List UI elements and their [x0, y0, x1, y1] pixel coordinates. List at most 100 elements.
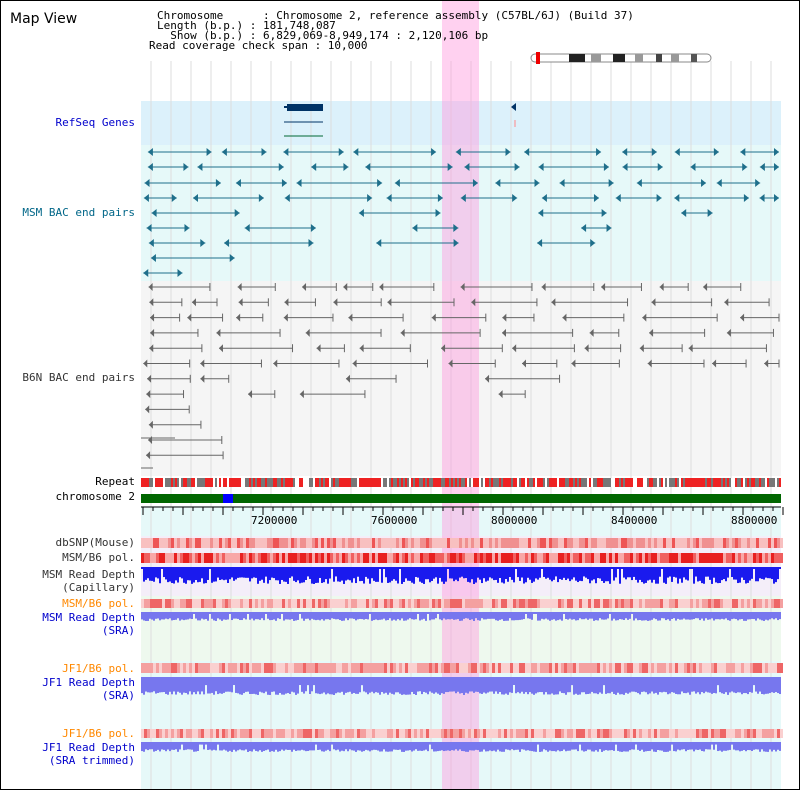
msm-cap-depth-bar	[775, 567, 777, 583]
msm-cap-depth-bar	[679, 567, 681, 579]
dbsnp-density	[729, 538, 732, 548]
jf1-b6-pol-density	[378, 663, 381, 673]
msm-cap-depth-bar	[493, 567, 495, 581]
msm-sra-depth-bar	[203, 612, 205, 620]
dbsnp-density	[237, 538, 240, 548]
b6n-bac-end	[145, 405, 150, 414]
msm-cap-depth-bar	[503, 567, 505, 584]
msm-sra-depth-bar	[225, 612, 227, 620]
jf1-b6-pol-density	[447, 663, 450, 673]
msm-cap-depth-bar	[225, 567, 227, 580]
jf1-sra-depth-bar	[211, 677, 213, 693]
repeat-segment	[263, 478, 265, 487]
msm-cap-depth-bar	[309, 567, 311, 579]
jf1-b6-pol-trim-density	[636, 729, 639, 738]
jf1-trim-depth-bar	[247, 742, 249, 752]
jf1-sra-depth-bar	[193, 677, 195, 693]
msm-b6-pol-sra-density	[441, 599, 444, 608]
msm-sra-depth-bar	[367, 612, 369, 620]
msm-b6-pol-density	[171, 553, 174, 563]
dbsnp-density	[711, 538, 714, 548]
jf1-trim-depth-bar	[503, 742, 505, 752]
repeat-segment	[673, 478, 675, 487]
repeat-segment	[603, 478, 605, 487]
jf1-trim-depth-bar	[163, 742, 165, 750]
jf1-sra-depth-bar	[721, 677, 723, 694]
msm-depth-sra-label-1: MSM Read Depth	[42, 611, 135, 624]
msm-b6-pol-density	[564, 553, 567, 563]
msm-b6-pol-sra-density	[420, 599, 423, 608]
repeat-segment	[741, 478, 743, 487]
repeat-segment	[317, 478, 319, 487]
msm-sra-depth-bar	[327, 612, 329, 620]
jf1-sra-depth-bar	[549, 677, 551, 695]
jf1-b6-pol-trim-density	[321, 729, 324, 738]
jf1-sra-depth-bar	[449, 677, 451, 692]
jf1-sra-depth-bar	[735, 677, 737, 694]
jf1-trim-depth-bar	[705, 742, 707, 750]
msm-b6-pol-density	[780, 553, 783, 563]
jf1-b6-pol-density	[474, 663, 477, 673]
dbsnp-density	[768, 538, 771, 548]
jf1-trim-depth-bar	[611, 742, 613, 751]
msm-b6-pol-sra-density	[342, 599, 345, 608]
dbsnp-density	[312, 538, 315, 548]
dbsnp-density	[258, 538, 261, 548]
msm-sra-depth-bar	[291, 612, 293, 620]
jf1-sra-depth-bar	[235, 677, 237, 693]
msm-cap-depth-bar	[441, 567, 443, 582]
jf1-trim-depth-bar	[471, 742, 473, 751]
msm-b6-pol-sra-density	[609, 599, 612, 608]
dbsnp-density	[525, 538, 528, 548]
msm-bac-end	[651, 148, 657, 156]
b6n-bac-end	[149, 298, 154, 307]
jf1-b6-pol-trim-density	[441, 729, 444, 738]
repeat-segment	[277, 478, 279, 487]
msm-b6-pol-density	[711, 553, 714, 563]
repeat-segment	[177, 478, 179, 487]
msm-cap-depth-bar	[283, 567, 285, 582]
jf1-sra-depth-bar	[597, 677, 599, 695]
jf1-b6-pol-density	[318, 663, 321, 673]
jf1-b6-pol-trim-density	[186, 729, 189, 738]
msm-b6-pol-sra-density	[339, 599, 342, 608]
msm-sra-depth-bar	[221, 612, 223, 621]
jf1-trim-depth-bar	[763, 742, 765, 752]
repeat-segment	[401, 478, 403, 487]
msm-cap-depth-bar	[595, 567, 597, 584]
repeat-segment	[423, 478, 425, 487]
dbsnp-density	[393, 538, 396, 548]
msm-bac-end	[193, 194, 199, 202]
jf1-trim-depth-bar	[693, 742, 695, 752]
jf1-sra-depth-bar	[547, 677, 549, 695]
msm-b6-pol-sra-density	[570, 599, 573, 608]
repeat-segment	[181, 478, 183, 487]
msm-cap-depth-bar	[249, 567, 251, 582]
dbsnp-density	[186, 538, 189, 548]
msm-b6-pol-density	[459, 553, 462, 563]
jf1-trim-depth-bar	[341, 742, 343, 751]
jf1-trim-depth-bar	[303, 742, 305, 751]
jf1-sra-depth-bar	[141, 677, 143, 694]
msm-sra-depth-bar	[733, 612, 735, 619]
msm-b6-pol-sra-density	[507, 599, 510, 608]
msm-sra-depth-bar	[407, 612, 409, 620]
jf1-trim-depth-bar	[609, 742, 611, 751]
dbsnp-density	[465, 538, 468, 548]
dbsnp-density	[216, 538, 219, 548]
b6n-bac-end	[501, 328, 506, 337]
msm-cap-depth-bar	[371, 567, 373, 579]
msm-sra-depth-bar	[237, 612, 239, 619]
jf1-b6-pol-density	[168, 663, 171, 673]
jf1-sra-depth-bar	[615, 677, 617, 695]
repeat-segment	[379, 478, 381, 487]
msm-b6-pol-sra-density	[744, 599, 747, 608]
jf1-b6-pol-trim-density	[435, 729, 438, 738]
jf1-sra-depth-bar	[443, 677, 445, 694]
jf1-b6-pol-density	[264, 663, 267, 673]
jf1-b6-pol-density	[363, 663, 366, 673]
repeat-segment	[397, 478, 399, 487]
msm-sra-depth-bar	[369, 612, 371, 614]
